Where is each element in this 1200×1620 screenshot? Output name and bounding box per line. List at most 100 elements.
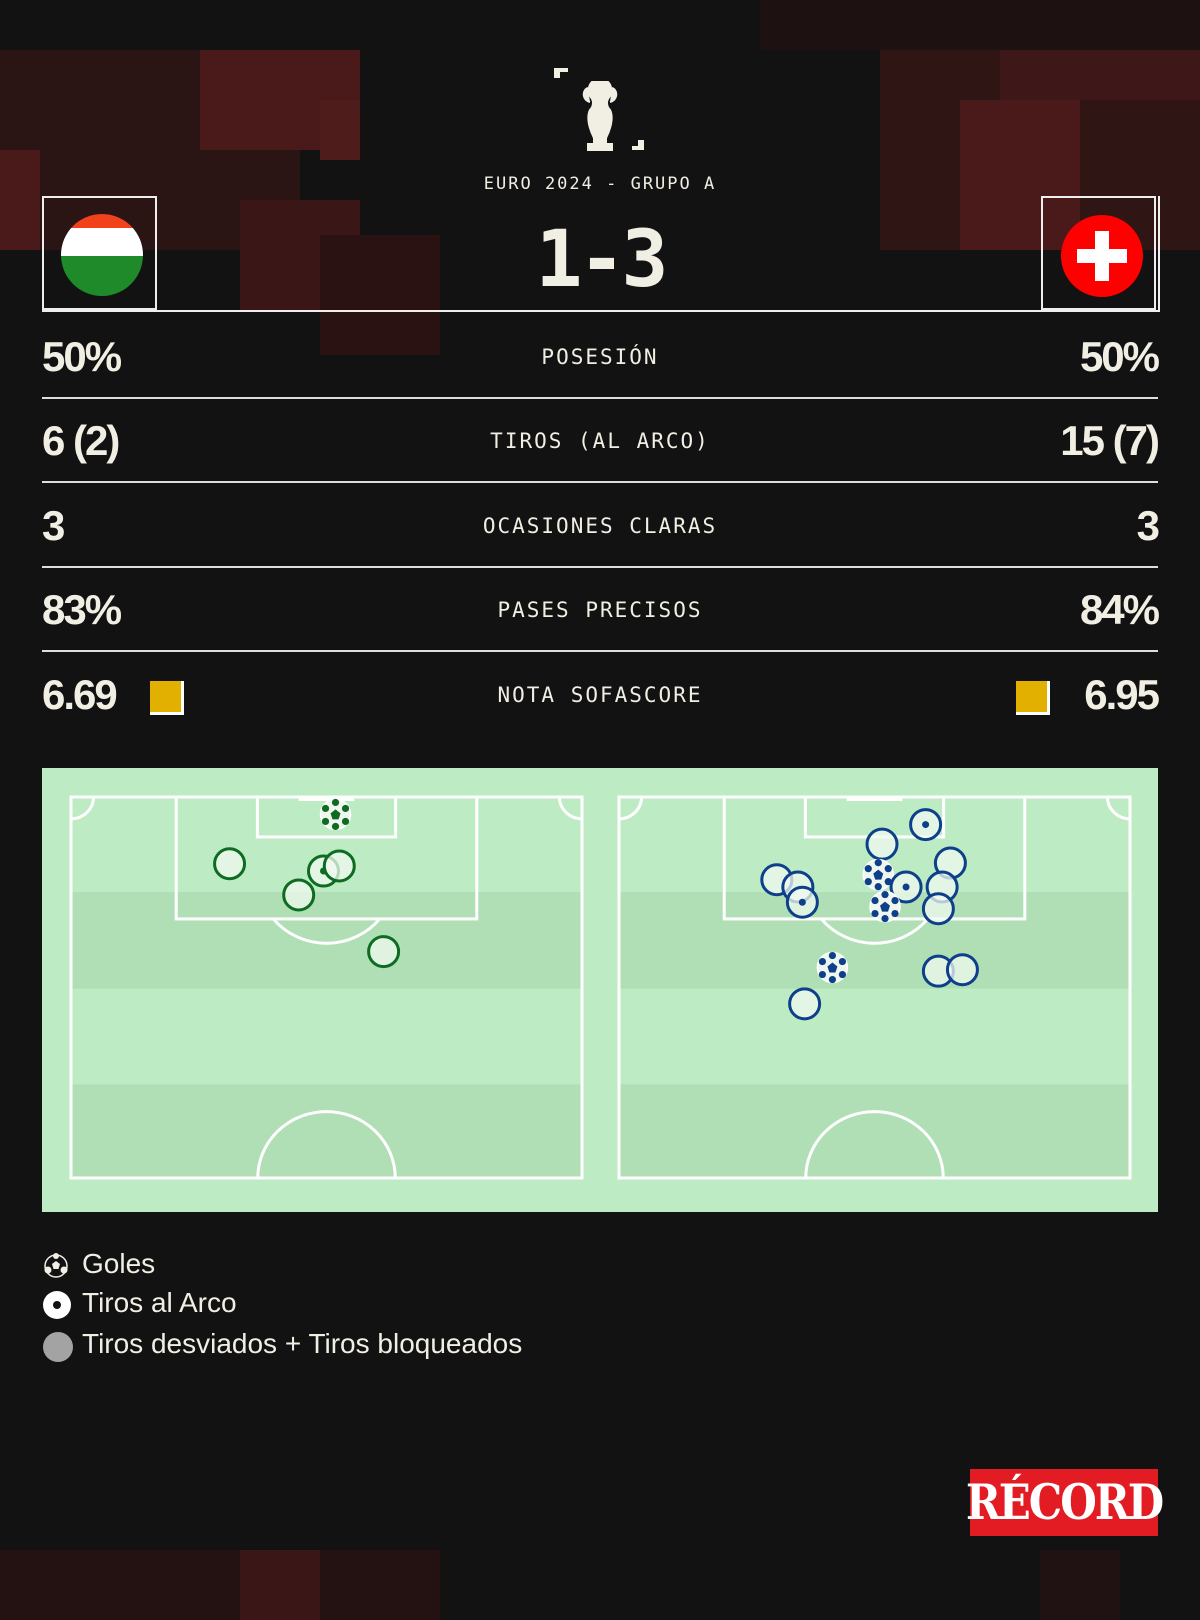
- shot-off: [322, 849, 356, 883]
- stat-label: PASES PRECISOS: [497, 598, 703, 622]
- ball-patch: [331, 822, 340, 831]
- shot-on: [909, 808, 943, 842]
- stat-row-shots: 6 (2) TIROS (AL ARCO) 15 (7): [42, 399, 1160, 483]
- stat-row-rating: 6.69 NOTA SOFASCORE 6.95: [42, 653, 1160, 737]
- shot-on: [785, 885, 819, 919]
- ball-patch: [341, 804, 350, 813]
- stat-row-possession: 50% POSESIÓN 50%: [42, 315, 1160, 399]
- shot-marker: [788, 987, 822, 1021]
- penalty-arc: [272, 917, 381, 945]
- shot-off: [921, 892, 955, 926]
- away-value: 3: [1136, 502, 1160, 549]
- legend-label: Tiros al Arco: [82, 1287, 237, 1318]
- euro-trophy-icon: [554, 68, 644, 151]
- pitch-band: [619, 1084, 1130, 1178]
- corner-arc: [557, 796, 583, 821]
- ball-patch: [891, 896, 899, 905]
- pitch-band: [71, 892, 582, 989]
- ball-patch: [838, 970, 847, 979]
- penalty-arc: [820, 917, 929, 945]
- ball-patch: [873, 869, 884, 880]
- shot-marker: [921, 892, 955, 926]
- ball-patch: [331, 798, 340, 807]
- ball-patch: [871, 909, 879, 918]
- shot-off: [282, 878, 316, 912]
- logo-text: RÉCORD: [965, 1474, 1164, 1531]
- shot-map-svg: [69, 795, 1132, 1180]
- home-value: 3: [42, 502, 65, 549]
- corner-arc: [618, 796, 644, 821]
- stat-row-passes: 83% PASES PRECISOS 84%: [42, 568, 1160, 652]
- match-score: 1-3: [535, 215, 669, 305]
- away-value: 50%: [1079, 333, 1160, 380]
- ball-patch: [818, 957, 827, 966]
- ball-patch: [864, 878, 872, 886]
- shot-marker: [945, 953, 979, 987]
- corner-arc: [1105, 796, 1131, 821]
- ball-patch: [881, 914, 889, 923]
- shot-off: [367, 935, 401, 969]
- divider: [42, 397, 1158, 399]
- shot-marker: [213, 847, 247, 881]
- center-circle: [256, 1110, 397, 1179]
- on-target-dot: [922, 821, 930, 829]
- shot-marker: [367, 935, 401, 969]
- pitch-switzerland: [617, 795, 1132, 1180]
- shot-off: [788, 987, 822, 1021]
- home-value: 50%: [42, 333, 122, 380]
- away-value: 15 (7): [1060, 417, 1160, 464]
- legend-label: Tiros desviados + Tiros bloqueados: [82, 1328, 523, 1359]
- shot-marker: [282, 878, 316, 912]
- ball-patch: [330, 809, 341, 820]
- shot-off: [945, 953, 979, 987]
- on-target-dot: [798, 898, 806, 906]
- stat-label: OCASIONES CLARAS: [482, 514, 718, 538]
- shot-on: [889, 870, 923, 904]
- competition-label: EURO 2024 - GRUPO A: [483, 174, 717, 194]
- away-value: 6.95: [1084, 671, 1160, 718]
- shot-goal: [862, 858, 895, 891]
- stat-label: POSESIÓN: [541, 345, 659, 369]
- shot-goal: [816, 951, 849, 984]
- ball-patch: [818, 970, 827, 979]
- ball-patch: [874, 859, 882, 867]
- legend-label: Goles: [82, 1248, 156, 1279]
- home-team-box: [42, 196, 157, 310]
- pitch-band: [71, 1084, 582, 1178]
- goal: [298, 797, 355, 801]
- stat-label: TIROS (AL ARCO): [490, 429, 710, 453]
- home-value: 6.69: [42, 671, 118, 718]
- grey-circle-icon: [43, 1332, 73, 1362]
- shot-off: [865, 827, 899, 861]
- on-target-dot: [902, 883, 910, 891]
- soccer-ball-icon: [44, 1253, 68, 1278]
- dot-circle-icon: [43, 1291, 71, 1319]
- ball-patch: [827, 962, 838, 973]
- goal: [846, 797, 903, 801]
- record-logo: RÉCORD: [966, 1469, 1164, 1536]
- home-rating-badge: [150, 681, 184, 715]
- ball-patch: [321, 804, 330, 813]
- stat-label: NOTA SOFASCORE: [497, 683, 703, 707]
- center-circle: [804, 1110, 945, 1179]
- ball-patch: [828, 975, 837, 984]
- shot-marker: [322, 849, 356, 883]
- ball-patch: [881, 890, 889, 899]
- divider: [42, 566, 1158, 568]
- ball-patch: [871, 896, 879, 905]
- shot-goal: [869, 890, 901, 923]
- away-rating-badge: [1016, 681, 1050, 715]
- corner-arc: [70, 796, 96, 821]
- home-value: 83%: [42, 586, 122, 633]
- shot-goal: [319, 798, 352, 831]
- shot-off: [213, 847, 247, 881]
- divider: [42, 650, 1158, 652]
- ball-patch: [891, 909, 899, 918]
- ball-patch: [838, 957, 847, 966]
- ball-patch: [828, 951, 837, 960]
- pitch-hungary: [69, 795, 584, 1180]
- stat-row-big-chances: 3 OCASIONES CLARAS 3: [42, 484, 1160, 568]
- shot-marker: [865, 827, 899, 861]
- shot-maps: [42, 768, 1158, 1212]
- ball-patch: [884, 865, 892, 873]
